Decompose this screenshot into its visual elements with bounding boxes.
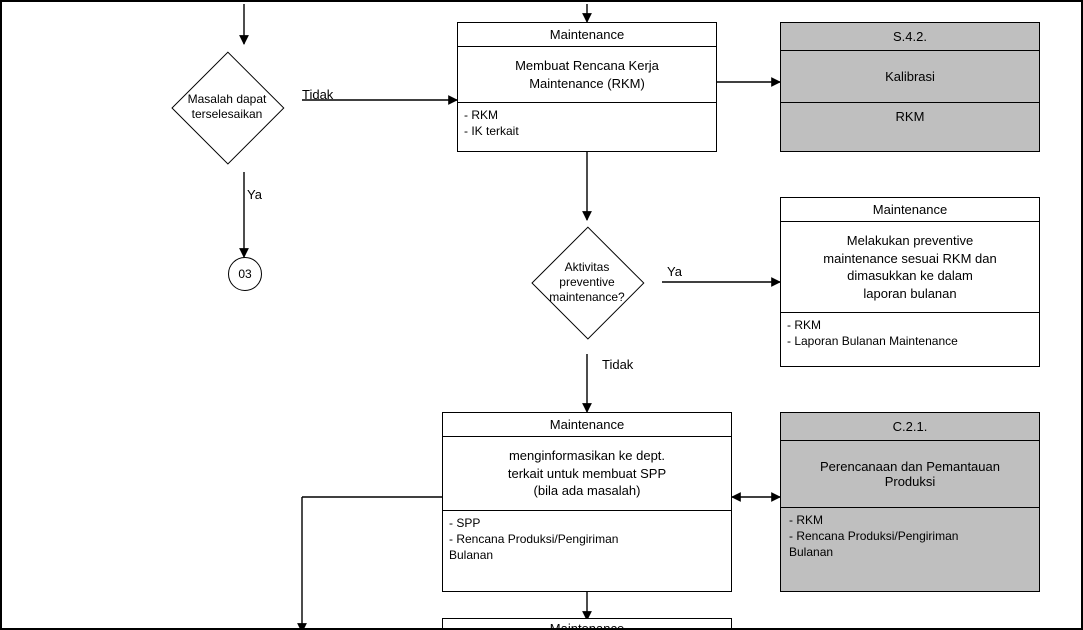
decision-preventive: Aktivitaspreventivemaintenance? xyxy=(532,227,642,337)
process-spp: Maintenance menginformasikan ke dept.ter… xyxy=(442,412,732,592)
label-ya-1: Ya xyxy=(247,187,262,202)
decision-preventive-text: Aktivitaspreventivemaintenance? xyxy=(532,227,642,337)
decision-masalah: Masalah dapatterselesaikan xyxy=(172,52,282,162)
ref-c21-title: Perencanaan dan PemantauanProduksi xyxy=(781,441,1039,508)
process-spp-notes: - SPP- Rencana Produksi/PengirimanBulana… xyxy=(443,511,731,568)
label-tidak-1: Tidak xyxy=(302,87,333,102)
process-rkm: Maintenance Membuat Rencana KerjaMainten… xyxy=(457,22,717,152)
flowchart-canvas: Masalah dapatterselesaikan Tidak Ya 03 M… xyxy=(0,0,1083,630)
ref-kalibrasi-title: Kalibrasi xyxy=(781,51,1039,103)
process-preventive-header: Maintenance xyxy=(781,198,1039,222)
clipped-box-top-left xyxy=(117,0,377,1)
ref-c21-code: C.2.1. xyxy=(781,413,1039,441)
process-preventive-body: Melakukan preventivemaintenance sesuai R… xyxy=(781,222,1039,313)
label-ya-2: Ya xyxy=(667,264,682,279)
ref-c21: C.2.1. Perencanaan dan PemantauanProduks… xyxy=(780,412,1040,592)
ref-kalibrasi: S.4.2. Kalibrasi RKM xyxy=(780,22,1040,152)
ref-c21-notes: - RKM- Rencana Produksi/PengirimanBulana… xyxy=(781,508,1039,565)
process-preventive: Maintenance Melakukan preventivemaintena… xyxy=(780,197,1040,367)
process-rkm-header: Maintenance xyxy=(458,23,716,47)
process-spp-header: Maintenance xyxy=(443,413,731,437)
process-spp-body: menginformasikan ke dept.terkait untuk m… xyxy=(443,437,731,511)
ref-kalibrasi-code: S.4.2. xyxy=(781,23,1039,51)
process-rkm-body: Membuat Rencana KerjaMaintenance (RKM) xyxy=(458,47,716,103)
decision-masalah-text: Masalah dapatterselesaikan xyxy=(172,52,282,162)
process-rkm-notes: - RKM- IK terkait xyxy=(458,103,716,143)
clipped-next-box: Maintenance xyxy=(442,618,732,630)
ref-kalibrasi-doc: RKM xyxy=(781,103,1039,130)
connector-03: 03 xyxy=(228,257,262,291)
process-preventive-notes: - RKM- Laporan Bulanan Maintenance xyxy=(781,313,1039,353)
label-tidak-2: Tidak xyxy=(602,357,633,372)
